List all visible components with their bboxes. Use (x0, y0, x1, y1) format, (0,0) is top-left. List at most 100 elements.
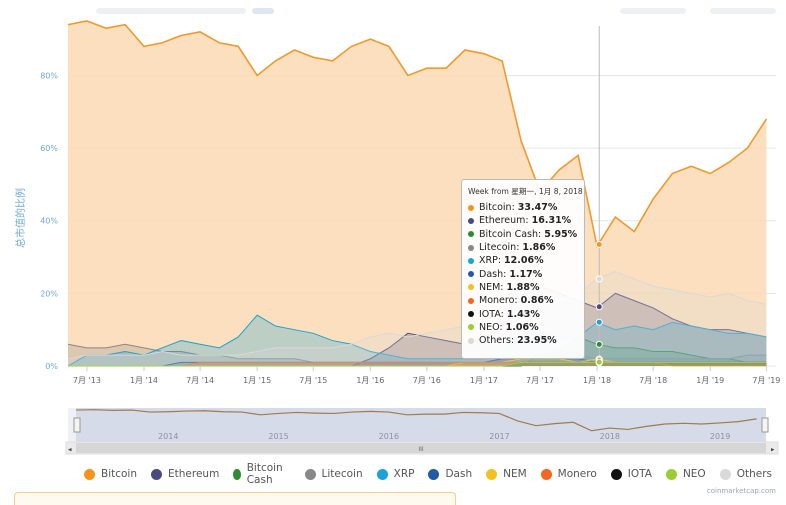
tooltip-series-value: 0.86% (520, 295, 554, 307)
legend-item-nem[interactable]: NEM (486, 466, 527, 482)
navigator-right-handle[interactable] (761, 417, 769, 433)
tooltip-row: Others: 23.95% (468, 334, 578, 347)
legend-item-litecoin[interactable]: Litecoin (304, 466, 363, 482)
navigator-year-labels: 2014 2015 2016 2017 2018 2019 (158, 432, 730, 441)
date-from-input[interactable] (620, 8, 686, 14)
tooltip-series-name: Bitcoin Cash: (479, 228, 542, 240)
tooltip-series-value: 1.43% (506, 308, 540, 320)
tooltip-series-name: XRP: (479, 255, 502, 267)
crosshair (595, 26, 603, 367)
crosshair-point (595, 303, 603, 311)
x-tick-label: 1月 '16 (356, 376, 384, 385)
crosshair-point (595, 358, 603, 366)
series-area-bitcoin-cash (68, 336, 767, 366)
dominance-chart[interactable]: 0%20%40%60%80% 7月 '13 1月 '14 7月 '14 1月 '15 7… (0, 18, 786, 398)
series-area-dash (68, 358, 767, 366)
tooltip-series-name: Ethereum: (479, 215, 529, 227)
y-tick-label: 60% (40, 144, 58, 153)
legend-label: XRP (393, 468, 415, 480)
tooltip-series-name: Dash: (479, 268, 507, 280)
tooltip-series-name: Others: (479, 335, 515, 347)
tooltip-row: XRP: 12.06% (468, 254, 578, 267)
legend-label: NEO (682, 468, 706, 480)
navigator-year-label: 2018 (600, 432, 620, 441)
tooltip-dot (468, 231, 474, 238)
legend-item-xrp[interactable]: XRP (376, 466, 415, 482)
legend-label: Bitcoin Cash (246, 462, 283, 486)
crosshair-point (595, 240, 603, 248)
tooltip-row: NEM: 1.88% (468, 281, 578, 294)
tooltip-dot (468, 257, 474, 264)
legend-item-dash[interactable]: Dash (428, 466, 472, 482)
x-tick-label: 7月 '13 (73, 376, 101, 385)
x-axis-ticks: 7月 '13 1月 '14 7月 '14 1月 '15 7月 '15 1月 '16 7月 '… (73, 366, 780, 385)
tooltip-dot (468, 217, 474, 224)
zoom-options-placeholder[interactable] (96, 8, 246, 14)
tooltip-row: Bitcoin: 33.47% (468, 201, 578, 214)
zoom-option-active[interactable] (252, 8, 274, 14)
navigator-year-label: 2017 (489, 432, 509, 441)
x-tick-label: 7月 '14 (186, 376, 214, 385)
legend-dot (84, 468, 95, 480)
x-tick-label: 1月 '15 (243, 376, 271, 385)
y-tick-label: 40% (40, 217, 58, 226)
legend-dot (304, 468, 316, 480)
legend-dot (665, 468, 677, 480)
tooltip-series-value: 1.17% (509, 268, 543, 280)
legend-item-ethereum[interactable]: Ethereum (151, 466, 219, 482)
series-line-neo (68, 361, 767, 367)
date-to-input[interactable] (710, 8, 776, 14)
scroll-left-arrow[interactable]: ◂ (68, 446, 72, 454)
y-axis-ticks: 0% 20% 40% 60% 80% (40, 71, 58, 371)
x-tick-label: 7月 '17 (526, 376, 554, 385)
scroll-right-arrow[interactable]: ▸ (771, 446, 775, 454)
x-tick-label: 1月 '14 (130, 376, 158, 385)
tooltip-row: NEO: 1.06% (468, 321, 578, 334)
x-tick-label: 7月 '15 (299, 376, 327, 385)
tooltip-row: IOTA: 1.43% (468, 307, 578, 320)
legend-dot (376, 468, 388, 480)
x-tick-label: 7月 '19 (752, 376, 780, 385)
legend-label: Litecoin (321, 468, 363, 480)
y-tick-label: 0% (45, 362, 58, 371)
scrollbar-thumb[interactable] (76, 443, 766, 453)
legend-label: Dash (445, 468, 473, 480)
legend-item-monero[interactable]: Monero (540, 466, 597, 482)
legend-item-others[interactable]: Others (719, 466, 772, 482)
legend-dot (610, 468, 622, 480)
legend-item-bitcoin[interactable]: Bitcoin (84, 466, 137, 482)
tooltip-series-value: 1.06% (505, 321, 539, 333)
series-area-monero (68, 362, 767, 366)
tooltip-dot (468, 271, 474, 278)
y-axis-label: 总市值的比例 (14, 188, 27, 248)
legend-item-neo[interactable]: NEO (665, 466, 706, 482)
tooltip-row: Monero: 0.86% (468, 294, 578, 307)
x-tick-label: 1月 '18 (583, 376, 611, 385)
legend-dot (233, 468, 241, 480)
x-tick-label: 7月 '18 (639, 376, 667, 385)
tooltip-row: Ethereum: 16.31% (468, 214, 578, 227)
navigator-left-handle[interactable] (73, 417, 81, 433)
tooltip-dot (468, 324, 474, 331)
tooltip-header: Week from 星期一, 1月 8, 2018 (468, 187, 583, 196)
legend-label: Monero (557, 468, 597, 480)
legend-item-bitcoin-cash[interactable]: Bitcoin Cash (233, 462, 290, 486)
y-tick-label: 80% (40, 71, 58, 80)
series-line-others (67, 271, 767, 360)
tooltip-series-value: 5.95% (544, 228, 578, 240)
legend-item-iota[interactable]: IOTA (610, 466, 652, 482)
navigator-year-label: 2016 (379, 432, 399, 441)
tooltip-series-name: Monero: (479, 295, 518, 307)
tooltip-series-value: 33.47% (517, 202, 558, 214)
navigator-year-label: 2014 (158, 432, 178, 441)
tooltip-series-name: Bitcoin: (479, 202, 515, 214)
legend-label: Ethereum (168, 468, 220, 480)
series-line-bitcoin (67, 20, 768, 249)
navigator[interactable]: 2014 2015 2016 2017 2018 2019 ◂ ▸ III (0, 404, 786, 456)
legend-dot (486, 468, 498, 480)
bottom-note-box (14, 492, 456, 505)
series-area-litecoin (68, 344, 767, 366)
series-area-nem (68, 358, 767, 366)
tooltip-row: Bitcoin Cash: 5.95% (468, 228, 578, 241)
tooltip: Week from 星期一, 1月 8, 2018 Bitcoin: 33.47%… (461, 179, 585, 359)
